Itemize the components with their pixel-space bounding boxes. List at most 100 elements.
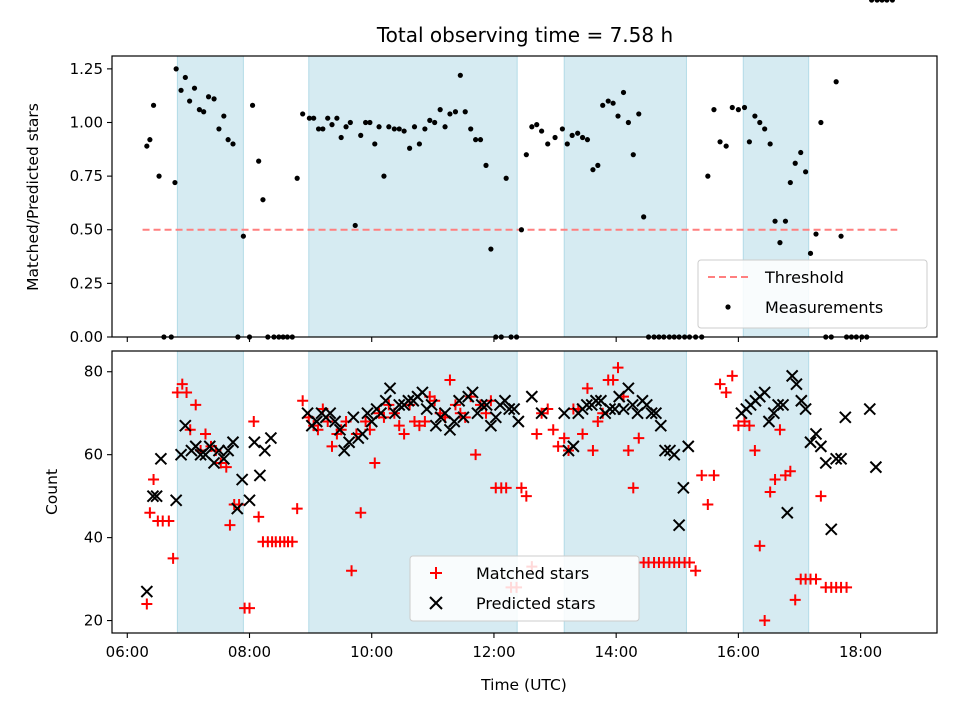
x-tick-label: 08:00 — [228, 643, 271, 661]
measurement-point — [225, 137, 231, 143]
predicted-star-point — [512, 415, 525, 428]
predicted-star-point — [677, 481, 690, 495]
measurement-point — [386, 124, 392, 130]
predicted-star-point — [781, 506, 794, 519]
matched-star-point — [542, 403, 554, 415]
measurement-point — [615, 113, 621, 119]
matched-star-point — [144, 507, 156, 519]
measurement-point — [442, 124, 448, 130]
measurement-point — [575, 130, 581, 136]
measurement-point — [457, 72, 463, 78]
predicted-star-point — [443, 423, 457, 437]
predicted-star-point — [503, 402, 516, 416]
predicted-star-point — [235, 473, 249, 486]
measurement-point — [752, 113, 758, 119]
predicted-star-point — [617, 402, 630, 416]
measurement-point — [605, 98, 611, 104]
predicted-star-point — [825, 523, 838, 536]
y-tick-label: 0.75 — [70, 167, 103, 185]
y-tick-label: 0.25 — [70, 274, 103, 292]
measurement-point — [401, 128, 407, 134]
predicted-star-point — [658, 444, 672, 457]
matched-star-point — [690, 565, 702, 577]
predicted-star-point — [771, 398, 785, 412]
top-legend: Threshold Measurements — [697, 259, 928, 329]
matched-star-point — [815, 490, 827, 502]
predicted-star-point — [140, 585, 154, 598]
measurement-point — [320, 126, 326, 132]
y-tick-label: 60 — [84, 446, 103, 464]
measurement-point — [196, 107, 202, 113]
bottom-x-axis: 06:00 08:00 10:00 12:00 14:00 16:00 18:00 — [106, 633, 882, 661]
measurement-point — [792, 160, 798, 166]
top-panel: 0.00 0.25 0.50 0.75 1.00 1.25 Matched/Predict… — [24, 0, 938, 346]
predicted-star-point — [672, 518, 686, 532]
predicted-star-point — [567, 440, 580, 453]
measurement-point — [172, 179, 178, 186]
measurement-point — [306, 115, 312, 121]
matched-star-point — [789, 594, 801, 606]
x-tick-label: 16:00 — [717, 643, 760, 661]
predicted-star-point — [762, 415, 776, 428]
measurement-point — [205, 94, 212, 100]
chart-title: Total observing time = 7.58 h — [376, 23, 673, 47]
x-axis-label: Time (UTC) — [480, 676, 567, 694]
measurement-point — [396, 126, 402, 132]
matched-star-point — [355, 507, 367, 519]
measurement-point — [767, 141, 773, 147]
matched-star-point — [531, 428, 543, 440]
measurement-point — [488, 246, 494, 252]
measurement-point — [477, 137, 484, 143]
measurement-point — [625, 119, 631, 126]
predicted-star-point — [429, 419, 443, 432]
matched-star-point — [515, 482, 527, 494]
measurement-point — [256, 158, 262, 164]
predicted-star-point — [819, 456, 832, 470]
measurement-point — [391, 126, 397, 132]
matched-star-point — [444, 374, 456, 386]
shaded-interval-2 — [308, 55, 518, 338]
matched-star-point — [224, 519, 236, 531]
measurement-point — [294, 175, 300, 181]
bottom-axes-frame — [111, 350, 938, 634]
measurement-point — [411, 124, 418, 130]
matched-star-point — [520, 490, 532, 502]
measurement-point — [343, 124, 349, 130]
measurement-point — [230, 141, 236, 147]
matched-star-point — [181, 386, 193, 398]
predicted-star-point — [863, 402, 876, 416]
y-tick-label: 1.00 — [70, 113, 103, 131]
predicted-star-point — [776, 398, 790, 412]
predicted-star-point — [795, 394, 808, 407]
predicted-star-point — [174, 448, 188, 461]
predicted-star-point — [649, 406, 663, 420]
measurement-point — [569, 132, 575, 138]
predicted-star-point — [393, 398, 406, 412]
matched-star-point — [291, 503, 303, 515]
predicted-star-point — [243, 494, 256, 507]
matched-star-point — [754, 540, 766, 552]
predicted-star-point — [212, 444, 226, 457]
matched-star-point — [784, 465, 796, 477]
measurement-point — [590, 167, 596, 173]
bottom-legend: Matched stars Predicted stars — [409, 555, 640, 622]
measurement-point — [529, 124, 535, 130]
measurement-point — [452, 109, 459, 115]
legend-predicted-swatch — [429, 596, 443, 610]
measurement-point — [325, 115, 331, 121]
measurement-point — [803, 169, 809, 175]
matched-star-point — [220, 461, 232, 473]
predicted-star-point — [645, 406, 658, 420]
predicted-star-point — [379, 394, 392, 407]
measurement-point — [539, 128, 545, 134]
predicted-star-point — [466, 386, 479, 399]
measurement-point — [147, 137, 153, 143]
matched-star-point — [248, 416, 260, 427]
measurement-point — [240, 233, 246, 239]
legend-threshold-label: Threshold — [764, 268, 844, 287]
measurement-point — [352, 222, 358, 229]
predicted-star-point — [489, 411, 502, 424]
predicted-star-point — [480, 398, 493, 412]
matched-star-point — [419, 416, 431, 427]
